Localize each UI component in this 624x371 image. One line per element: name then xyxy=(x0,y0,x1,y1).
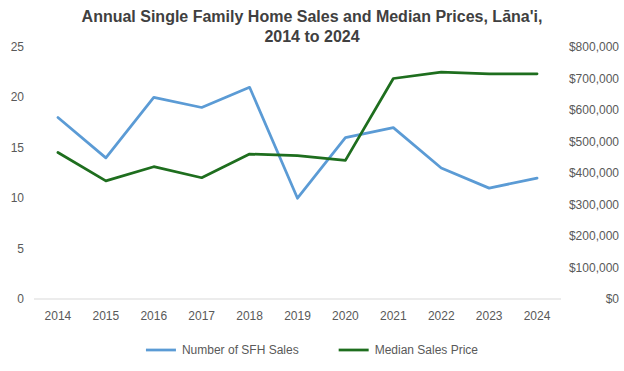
y2-tick-label: $500,000 xyxy=(569,135,619,149)
series-line xyxy=(58,72,537,181)
x-tick-label: 2023 xyxy=(476,309,503,323)
legend-label: Number of SFH Sales xyxy=(182,343,299,357)
series-line xyxy=(58,87,537,198)
y-tick-label: 20 xyxy=(11,90,25,104)
y2-tick-label: $100,000 xyxy=(569,261,619,275)
legend: Number of SFH Sales Median Sales Price xyxy=(146,343,478,357)
x-tick-label: 2014 xyxy=(45,309,72,323)
y2-tick-label: $800,000 xyxy=(569,40,619,54)
x-tick-label: 2017 xyxy=(188,309,215,323)
legend-swatch xyxy=(146,349,176,352)
y2-tick-label: $400,000 xyxy=(569,166,619,180)
title: 2014 to 2024 xyxy=(264,28,359,45)
y-tick-label: 5 xyxy=(17,242,24,256)
y-tick-label: 15 xyxy=(11,141,25,155)
x-tick-label: 2018 xyxy=(236,309,263,323)
x-tick-label: 2022 xyxy=(428,309,455,323)
legend-swatch xyxy=(339,349,369,352)
y2-tick-label: $300,000 xyxy=(569,198,619,212)
x-tick-label: 2021 xyxy=(380,309,407,323)
title: Annual Single Family Home Sales and Medi… xyxy=(82,8,543,25)
x-tick-label: 2020 xyxy=(332,309,359,323)
y-tick-label: 10 xyxy=(11,191,25,205)
x-tick-label: 2019 xyxy=(284,309,311,323)
x-axis-line xyxy=(34,299,561,300)
plot-area xyxy=(58,72,537,198)
chart: Annual Single Family Home Sales and Medi… xyxy=(0,0,624,371)
y2-tick-label: $700,000 xyxy=(569,72,619,86)
title-group: Annual Single Family Home Sales and Medi… xyxy=(82,8,543,45)
x-tick-label: 2015 xyxy=(93,309,120,323)
x-tick-label: 2016 xyxy=(140,309,167,323)
y2-tick-label: $200,000 xyxy=(569,229,619,243)
x-tick-label: 2024 xyxy=(524,309,551,323)
y-tick-label: 25 xyxy=(11,40,25,54)
y2-tick-label: $0 xyxy=(606,292,620,306)
y2-tick-label: $600,000 xyxy=(569,103,619,117)
legend-label: Median Sales Price xyxy=(375,343,479,357)
y-tick-label: 0 xyxy=(17,292,24,306)
